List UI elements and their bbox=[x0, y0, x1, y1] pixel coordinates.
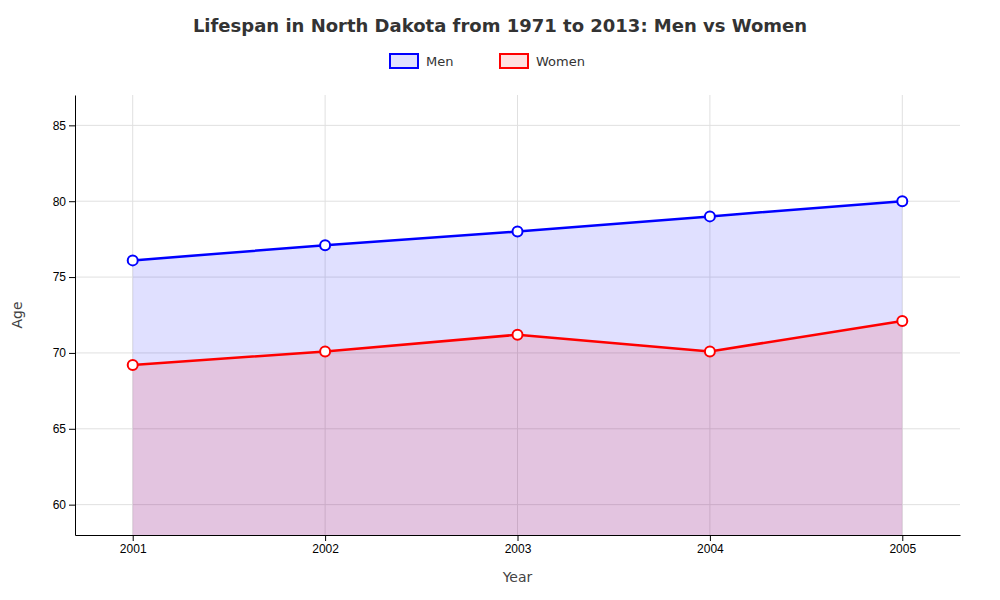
tick: 80 bbox=[53, 195, 75, 209]
marker bbox=[128, 255, 138, 265]
x-axis-label: Year bbox=[502, 569, 533, 585]
tick-label: 2002 bbox=[312, 542, 339, 556]
legend-swatch bbox=[390, 54, 418, 68]
marker bbox=[705, 346, 715, 356]
tick-label: 2001 bbox=[120, 542, 147, 556]
tick-mark bbox=[710, 535, 711, 541]
x-axis: 2001 2002 2003 2004 2005 bbox=[76, 535, 961, 556]
tick: 60 bbox=[53, 498, 75, 512]
marker bbox=[320, 240, 330, 250]
tick-label: 80 bbox=[53, 195, 67, 209]
marker bbox=[705, 211, 715, 221]
tick-label: 65 bbox=[53, 422, 67, 436]
marker bbox=[897, 196, 907, 206]
marker bbox=[897, 316, 907, 326]
legend: Men Women bbox=[390, 54, 585, 69]
marker bbox=[320, 346, 330, 356]
legend-item: Men bbox=[390, 54, 453, 69]
marks bbox=[128, 196, 908, 535]
area bbox=[133, 321, 903, 535]
tick: 2004 bbox=[697, 535, 724, 556]
marker bbox=[513, 227, 523, 237]
legend-swatch bbox=[500, 54, 528, 68]
line bbox=[133, 201, 903, 260]
marker bbox=[128, 360, 138, 370]
plot: 2001 2002 2003 2004 2005 60 65 70 75 80 85 bbox=[53, 95, 961, 600]
tick-mark bbox=[133, 535, 134, 541]
tick: 65 bbox=[53, 422, 75, 436]
legend-label: Men bbox=[426, 54, 453, 69]
tick-mark bbox=[69, 429, 75, 430]
tick: 75 bbox=[53, 270, 75, 284]
tick: 2002 bbox=[312, 535, 339, 556]
title: Lifespan in North Dakota from 1971 to 20… bbox=[193, 15, 807, 36]
legend-item: Women bbox=[500, 54, 585, 69]
tick-mark bbox=[69, 125, 75, 126]
tick-mark bbox=[69, 353, 75, 354]
tick: 85 bbox=[53, 119, 75, 133]
marker bbox=[513, 330, 523, 340]
tick-label: 85 bbox=[53, 119, 67, 133]
tick-mark bbox=[902, 535, 903, 541]
tick-label: 2004 bbox=[697, 542, 724, 556]
tick: 70 bbox=[53, 346, 75, 360]
tick-mark bbox=[325, 535, 326, 541]
tick-label: 2003 bbox=[505, 542, 532, 556]
tick-label: 2005 bbox=[889, 542, 916, 556]
chart: 2001 2002 2003 2004 2005 60 65 70 75 80 85 Year Age L… bbox=[0, 0, 1000, 600]
y-axis-label: Age bbox=[9, 301, 25, 328]
tick-mark bbox=[518, 535, 519, 541]
axis-line bbox=[75, 96, 76, 536]
legend-label: Women bbox=[536, 54, 585, 69]
tick: 2001 bbox=[120, 535, 147, 556]
line bbox=[133, 321, 903, 365]
tick-mark bbox=[69, 505, 75, 506]
tick-label: 75 bbox=[53, 270, 67, 284]
tick: 2003 bbox=[505, 535, 532, 556]
tick-mark bbox=[69, 201, 75, 202]
tick: 2005 bbox=[889, 535, 916, 556]
tick-mark bbox=[69, 277, 75, 278]
tick-label: 60 bbox=[53, 498, 67, 512]
y-axis: 60 65 70 75 80 85 bbox=[53, 96, 76, 536]
area bbox=[133, 201, 903, 535]
tick-label: 70 bbox=[53, 346, 67, 360]
